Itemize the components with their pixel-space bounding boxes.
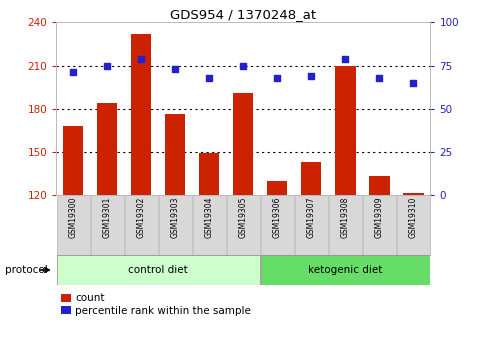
Text: ketogenic diet: ketogenic diet — [307, 265, 382, 275]
Point — [408, 80, 416, 86]
Bar — [334, 66, 355, 195]
Bar — [328, 195, 361, 255]
Point — [137, 56, 145, 61]
Bar — [159, 195, 191, 255]
Text: control diet: control diet — [128, 265, 188, 275]
Bar — [368, 176, 389, 195]
Text: GSM19305: GSM19305 — [238, 197, 247, 238]
Bar — [362, 195, 395, 255]
Point — [171, 66, 179, 72]
Bar — [124, 195, 157, 255]
Bar — [199, 153, 219, 195]
Point — [341, 56, 348, 61]
Bar — [301, 162, 321, 195]
Bar — [233, 93, 253, 195]
Text: GSM19304: GSM19304 — [204, 197, 213, 238]
Text: GSM19303: GSM19303 — [170, 197, 180, 238]
Text: GSM19301: GSM19301 — [102, 197, 112, 238]
Point — [69, 70, 77, 75]
Text: GSM19307: GSM19307 — [306, 197, 315, 238]
Text: GSM19306: GSM19306 — [272, 197, 281, 238]
Bar — [226, 195, 259, 255]
Legend: count, percentile rank within the sample: count, percentile rank within the sample — [61, 293, 250, 316]
Text: protocol: protocol — [5, 265, 47, 275]
Text: GSM19309: GSM19309 — [374, 197, 383, 238]
Bar — [97, 103, 117, 195]
Bar — [57, 255, 259, 285]
Bar — [91, 195, 123, 255]
Bar — [165, 115, 185, 195]
Bar — [57, 195, 89, 255]
Bar — [193, 195, 225, 255]
Bar — [131, 34, 151, 195]
Point — [103, 63, 111, 68]
Text: GSM19308: GSM19308 — [340, 197, 349, 238]
Text: GSM19300: GSM19300 — [69, 197, 78, 238]
Point — [273, 75, 281, 80]
Bar — [266, 180, 287, 195]
Point — [205, 75, 213, 80]
Text: GSM19310: GSM19310 — [408, 197, 417, 238]
Point — [239, 63, 246, 68]
Bar — [402, 194, 423, 195]
Bar — [396, 195, 429, 255]
Text: GSM19302: GSM19302 — [137, 197, 145, 238]
Point — [375, 75, 383, 80]
Title: GDS954 / 1370248_at: GDS954 / 1370248_at — [170, 8, 316, 21]
Bar — [261, 255, 429, 285]
Bar — [261, 195, 293, 255]
Bar — [63, 126, 83, 195]
Bar — [294, 195, 327, 255]
Point — [307, 73, 315, 79]
